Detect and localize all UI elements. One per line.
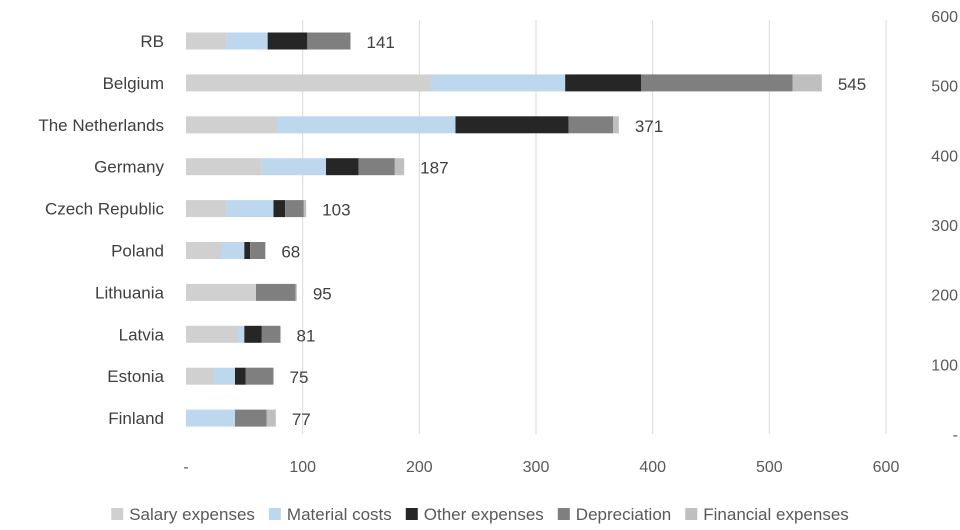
x-tick-label: 500 <box>756 459 783 476</box>
bar-estonia-material-costs <box>214 367 235 385</box>
total-label-czech-republic: 103 <box>322 201 350 220</box>
total-labels: 141 545 371 187 103 68 95 81 75 77 <box>281 33 866 429</box>
secondary-axis-tick-label: 600 <box>931 9 958 26</box>
secondary-axis-tick-label: 400 <box>931 148 958 165</box>
bar-poland-other-expenses <box>244 242 251 259</box>
x-tick-label: 600 <box>873 459 900 476</box>
total-label-the-netherlands: 371 <box>635 117 663 136</box>
category-label-rb: RB <box>140 32 164 51</box>
legend-label-salary-expenses: Salary expenses <box>129 505 255 524</box>
bar-germany-financial-expenses <box>394 158 405 176</box>
bar-latvia-depreciation <box>261 325 281 343</box>
total-label-poland: 68 <box>281 243 300 262</box>
bar-the-netherlands-depreciation <box>568 116 613 134</box>
bar-czech-republic-financial-expenses <box>303 200 307 218</box>
bar-finland-material-costs <box>186 409 235 427</box>
total-label-belgium: 545 <box>838 75 866 94</box>
bar-estonia-salary-expenses <box>186 367 214 385</box>
bar-poland-salary-expenses <box>186 242 221 259</box>
secondary-axis-tick-label: - <box>953 427 958 444</box>
total-label-lithuania: 95 <box>313 284 332 303</box>
legend-items: Salary expenses Material costs Other expen… <box>111 505 849 524</box>
bar-czech-republic-other-expenses <box>273 200 286 218</box>
bar-rb-other-expenses <box>267 32 308 50</box>
secondary-axis-tick-label: 300 <box>931 218 958 235</box>
legend: Salary expenses Material costs Other expen… <box>111 505 849 524</box>
bar-poland-material-costs <box>221 242 245 259</box>
secondary-axis-ticks: 600 500 400 300 200 100 - <box>931 9 958 444</box>
bar-the-netherlands-other-expenses <box>455 116 569 134</box>
category-label-belgium: Belgium <box>103 74 164 93</box>
legend-swatch-material-costs <box>268 508 281 520</box>
legend-swatch-other-expenses <box>405 508 418 520</box>
bar-germany-other-expenses <box>326 158 359 176</box>
bar-belgium-salary-expenses <box>186 74 431 92</box>
bar-finland-financial-expenses <box>266 409 276 427</box>
bar-czech-republic-material-costs <box>226 200 274 218</box>
bar-the-netherlands-financial-expenses <box>613 116 619 134</box>
bar-latvia-material-costs <box>238 325 245 343</box>
legend-label-other-expenses: Other expenses <box>424 505 544 524</box>
category-label-germany: Germany <box>94 158 164 177</box>
bar-germany-salary-expenses <box>186 158 262 176</box>
bar-lithuania-financial-expenses <box>295 283 297 301</box>
bar-poland-depreciation <box>250 242 266 259</box>
bar-the-netherlands-material-costs <box>277 116 456 134</box>
legend-label-financial-expenses: Financial expenses <box>703 505 849 524</box>
bar-lithuania-depreciation <box>256 283 296 301</box>
bar-lithuania-salary-expenses <box>186 283 256 301</box>
bar-rb-depreciation <box>307 32 351 50</box>
x-tick-label: 300 <box>523 459 550 476</box>
bar-belgium-material-costs <box>431 74 566 92</box>
bar-germany-material-costs <box>261 158 326 176</box>
category-labels: RB Belgium The Netherlands Germany Czech Rep… <box>38 32 164 428</box>
bar-czech-republic-depreciation <box>285 200 304 218</box>
total-label-germany: 187 <box>420 159 448 178</box>
category-label-czech-republic: Czech Republic <box>45 200 165 219</box>
bar-czech-republic-salary-expenses <box>186 200 227 218</box>
total-label-estonia: 75 <box>290 368 309 387</box>
category-label-latvia: Latvia <box>119 325 165 344</box>
category-label-the-netherlands: The Netherlands <box>38 116 164 135</box>
x-tick-label: - <box>183 459 188 476</box>
total-label-rb: 141 <box>367 33 395 52</box>
x-axis-ticks: - 100 200 300 400 500 600 <box>183 459 899 476</box>
bars <box>186 32 822 427</box>
bar-latvia-other-expenses <box>244 325 262 343</box>
category-label-lithuania: Lithuania <box>95 283 165 302</box>
total-label-latvia: 81 <box>297 326 316 345</box>
category-label-poland: Poland <box>111 242 164 261</box>
category-label-finland: Finland <box>108 409 164 428</box>
bar-latvia-salary-expenses <box>186 325 239 343</box>
secondary-axis-tick-label: 500 <box>931 79 958 96</box>
category-label-estonia: Estonia <box>107 367 164 386</box>
bar-rb-material-costs <box>226 32 268 50</box>
legend-swatch-financial-expenses <box>685 508 698 520</box>
bar-the-netherlands-salary-expenses <box>186 116 277 134</box>
bar-finland-depreciation <box>235 409 267 427</box>
x-tick-label: 100 <box>289 459 316 476</box>
x-tick-label: 200 <box>406 459 433 476</box>
legend-label-material-costs: Material costs <box>287 505 392 524</box>
legend-label-depreciation: Depreciation <box>576 505 671 524</box>
bar-belgium-depreciation <box>641 74 793 92</box>
x-tick-label: 400 <box>639 459 666 476</box>
legend-swatch-salary-expenses <box>111 508 124 520</box>
bar-estonia-other-expenses <box>235 367 246 385</box>
total-label-finland: 77 <box>292 410 311 429</box>
secondary-axis-tick-label: 100 <box>931 357 958 374</box>
legend-swatch-depreciation <box>557 508 570 520</box>
bar-germany-depreciation <box>358 158 395 176</box>
bar-belgium-other-expenses <box>565 74 641 92</box>
bar-estonia-depreciation <box>245 367 274 385</box>
bar-belgium-financial-expenses <box>792 74 822 92</box>
secondary-axis-tick-label: 200 <box>931 288 958 305</box>
bar-rb-salary-expenses <box>186 32 227 50</box>
